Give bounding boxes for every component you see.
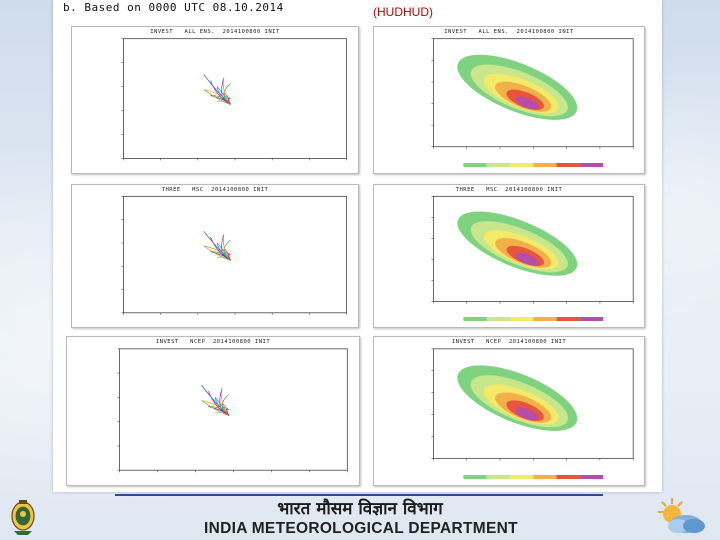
- ensemble-track: [227, 98, 231, 105]
- forecast-figure: b. Based on 0000 UTC 08.10.2014 (HUDHUD)…: [53, 0, 662, 492]
- sun-cloud-logo-icon: [658, 498, 705, 533]
- storm-name: (HUDHUD): [373, 5, 433, 19]
- colour-scale-swatch: [533, 317, 557, 321]
- colour-scale-swatch: [486, 317, 510, 321]
- imd-emblem-icon: [11, 500, 35, 535]
- ensemble-track: [203, 89, 231, 105]
- map-frame: [123, 38, 347, 159]
- panel-title: THREE MSC 2014100800 INIT: [161, 187, 269, 193]
- panel-title: INVEST NCEP 2014100800 INIT: [155, 339, 271, 345]
- panel-title: INVEST ALL ENS. 2014100800 INIT: [150, 29, 280, 35]
- track-map: [121, 195, 347, 315]
- department-name: INDIA METEOROLOGICAL DEPARTMENT: [204, 520, 518, 537]
- ensemble-track: [216, 242, 231, 261]
- strike-probability-map: [431, 38, 634, 167]
- ensemble-track: [216, 86, 231, 105]
- footer-divider: [115, 494, 603, 496]
- map-frame: [119, 348, 348, 471]
- colour-scale-swatch: [486, 163, 510, 167]
- strike-probability-map: [431, 195, 634, 321]
- colour-scale-swatch: [509, 475, 534, 479]
- panel-title: THREE MSC 2014100800 INIT: [455, 187, 563, 193]
- panel-msc-tracks: THREE MSC 2014100800 INIT: [71, 184, 359, 328]
- map-frame: [123, 195, 347, 314]
- panel-all-ens-probability: INVEST ALL ENS. 2014100800 INIT: [373, 26, 645, 174]
- probability-contour: [516, 252, 539, 266]
- colour-scale-swatch: [556, 317, 580, 321]
- svg-text:भारत मौसम विज्ञान विभाग: भारत मौसम विज्ञान विभाग: [277, 498, 444, 519]
- colour-scale-swatch: [556, 163, 580, 167]
- colour-scale-swatch: [509, 317, 534, 321]
- colour-scale-swatch: [533, 163, 557, 167]
- hindi-title-art: भारत मौसम विज्ञान विभाग: [277, 498, 444, 519]
- ensemble-track: [226, 409, 230, 416]
- panel-title: INVEST NCEP 2014100800 INIT: [451, 339, 567, 345]
- colour-scale-swatch: [463, 475, 487, 479]
- ensemble-track: [201, 400, 230, 416]
- track-map: [121, 38, 347, 161]
- colour-scale-swatch: [509, 163, 534, 167]
- figure-caption: b. Based on 0000 UTC 08.10.2014: [63, 1, 284, 14]
- probability-contour: [515, 407, 539, 421]
- colour-scale-swatch: [463, 317, 487, 321]
- hindi-department-title: भारत मौसम विज्ञान विभाग: [180, 497, 540, 519]
- ensemble-track: [221, 388, 230, 416]
- panel-all-ens-tracks: INVEST ALL ENS. 2014100800 INIT: [71, 26, 359, 174]
- panel-title: INVEST ALL ENS. 2014100800 INIT: [444, 29, 574, 35]
- probability-contour: [515, 96, 539, 110]
- panel-ncep-tracks: INVEST NCEP 2014100800 INIT: [66, 336, 360, 486]
- ensemble-track: [227, 254, 231, 261]
- colour-scale-swatch: [463, 163, 487, 167]
- panel-ncep-probability: INVEST NCEP 2014100800 INIT: [373, 336, 645, 486]
- strike-probability-map: [431, 348, 634, 479]
- colour-scale-swatch: [486, 475, 510, 479]
- panel-msc-probability: THREE MSC 2014100800 INIT: [373, 184, 645, 328]
- colour-scale-swatch: [579, 163, 604, 167]
- ensemble-track: [214, 397, 230, 416]
- colour-scale-swatch: [579, 317, 604, 321]
- track-map: [117, 348, 348, 473]
- colour-scale-swatch: [556, 475, 580, 479]
- colour-scale-swatch: [579, 475, 604, 479]
- colour-scale-swatch: [533, 475, 557, 479]
- ensemble-track: [203, 245, 231, 261]
